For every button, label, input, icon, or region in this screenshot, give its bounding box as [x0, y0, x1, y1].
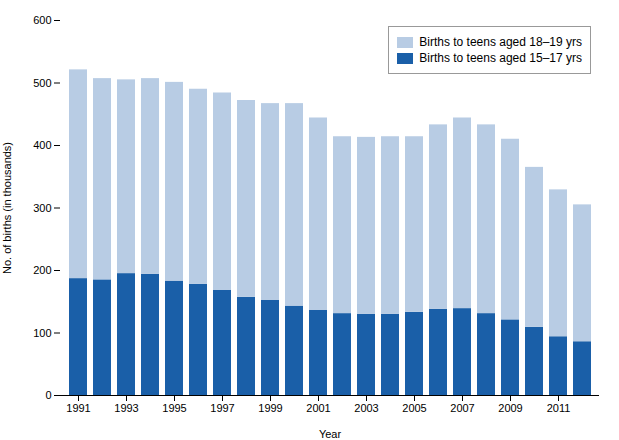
svg-text:2007: 2007 [450, 402, 474, 414]
svg-text:500: 500 [33, 77, 51, 89]
svg-text:1997: 1997 [210, 402, 234, 414]
svg-text:2001: 2001 [306, 402, 330, 414]
svg-text:1993: 1993 [114, 402, 138, 414]
svg-text:1991: 1991 [66, 402, 90, 414]
html-text:Births to teens aged 18–19 yrs: Births to teens aged 18–19 yrs [419, 35, 582, 49]
svg-text:No. of births (in thousands): No. of births (in thousands) [1, 142, 13, 274]
svg-text:0: 0 [45, 389, 51, 401]
svg-text:100: 100 [33, 327, 51, 339]
svg-text:Year: Year [319, 428, 342, 440]
svg-text:300: 300 [33, 202, 51, 214]
svg-text:2009: 2009 [498, 402, 522, 414]
html-text:Births to teens aged 15–17 yrs: Births to teens aged 15–17 yrs [419, 51, 582, 65]
svg-text:200: 200 [33, 264, 51, 276]
svg-text:2003: 2003 [354, 402, 378, 414]
svg-text:2011: 2011 [547, 402, 571, 414]
svg-text:1999: 1999 [258, 402, 282, 414]
svg-text:1995: 1995 [162, 402, 186, 414]
svg-text:600: 600 [33, 14, 51, 26]
svg-text:400: 400 [33, 139, 51, 151]
svg-text:2005: 2005 [402, 402, 426, 414]
